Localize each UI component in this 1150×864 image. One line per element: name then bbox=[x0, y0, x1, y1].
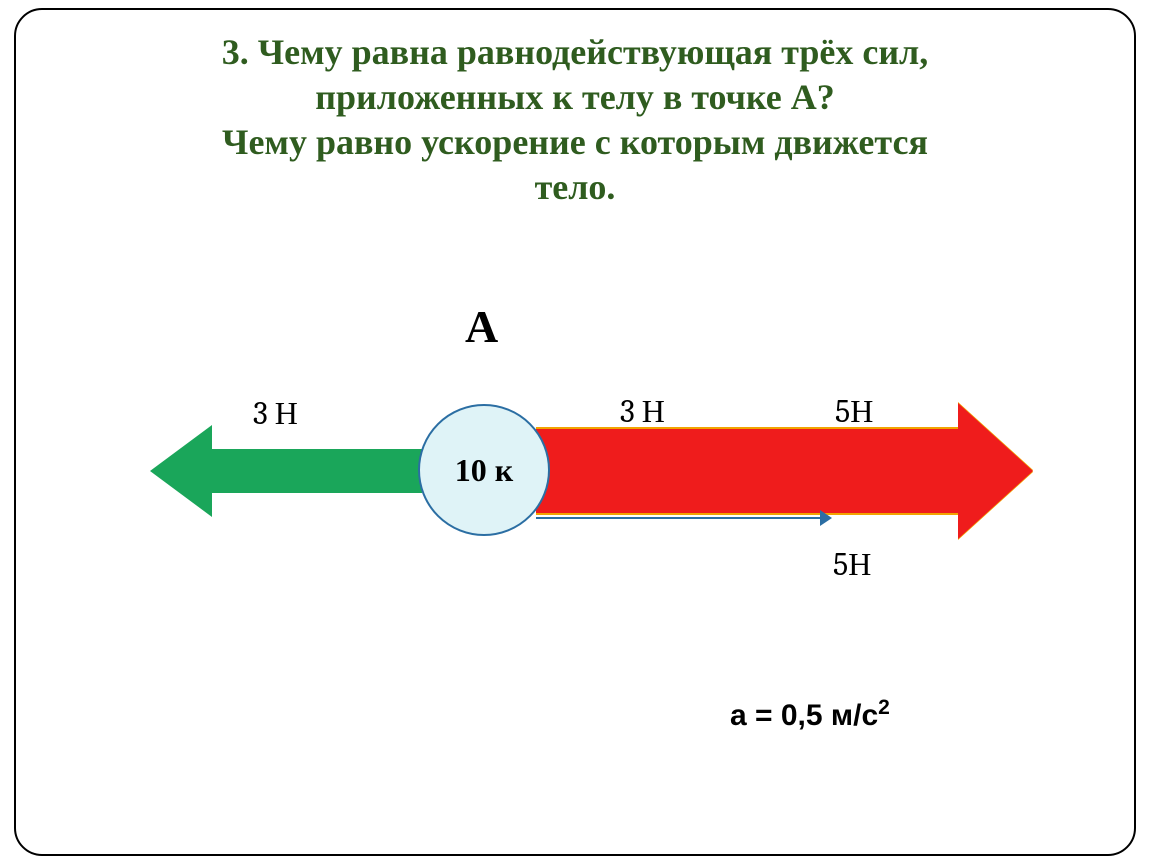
answer-sup: 2 bbox=[878, 696, 890, 719]
body-mass-ball: 10 к bbox=[418, 404, 550, 536]
title-line1: 3. Чему равна равнодействующая трёх сил, bbox=[222, 32, 929, 72]
title-line2: приложенных к телу в точке А? bbox=[315, 77, 834, 117]
hint-arrow-head bbox=[820, 510, 832, 526]
question-title: 3. Чему равна равнодействующая трёх сил,… bbox=[40, 30, 1110, 210]
force-right-value-1: 3 Н bbox=[620, 393, 665, 430]
force-arrow-right-head bbox=[958, 403, 1033, 539]
title-line3: Чему равно ускорение с которым движется bbox=[222, 122, 928, 162]
hint-arrow-line bbox=[536, 517, 820, 519]
answer-acceleration: а = 0,5 м/с2 bbox=[730, 696, 890, 733]
force-left-value: 3 Н bbox=[253, 395, 298, 432]
force-right-value-bottom: 5Н bbox=[833, 546, 871, 583]
force-arrow-right-body bbox=[536, 427, 958, 515]
force-right-value-2: 5Н bbox=[835, 393, 873, 430]
answer-text: а = 0,5 м/с bbox=[730, 699, 878, 732]
force-arrow-left-body bbox=[212, 449, 422, 493]
point-a-label: А bbox=[465, 300, 498, 354]
force-arrow-left-head bbox=[150, 425, 212, 517]
title-line4: тело. bbox=[535, 167, 616, 207]
mass-value: 10 к bbox=[455, 452, 513, 489]
